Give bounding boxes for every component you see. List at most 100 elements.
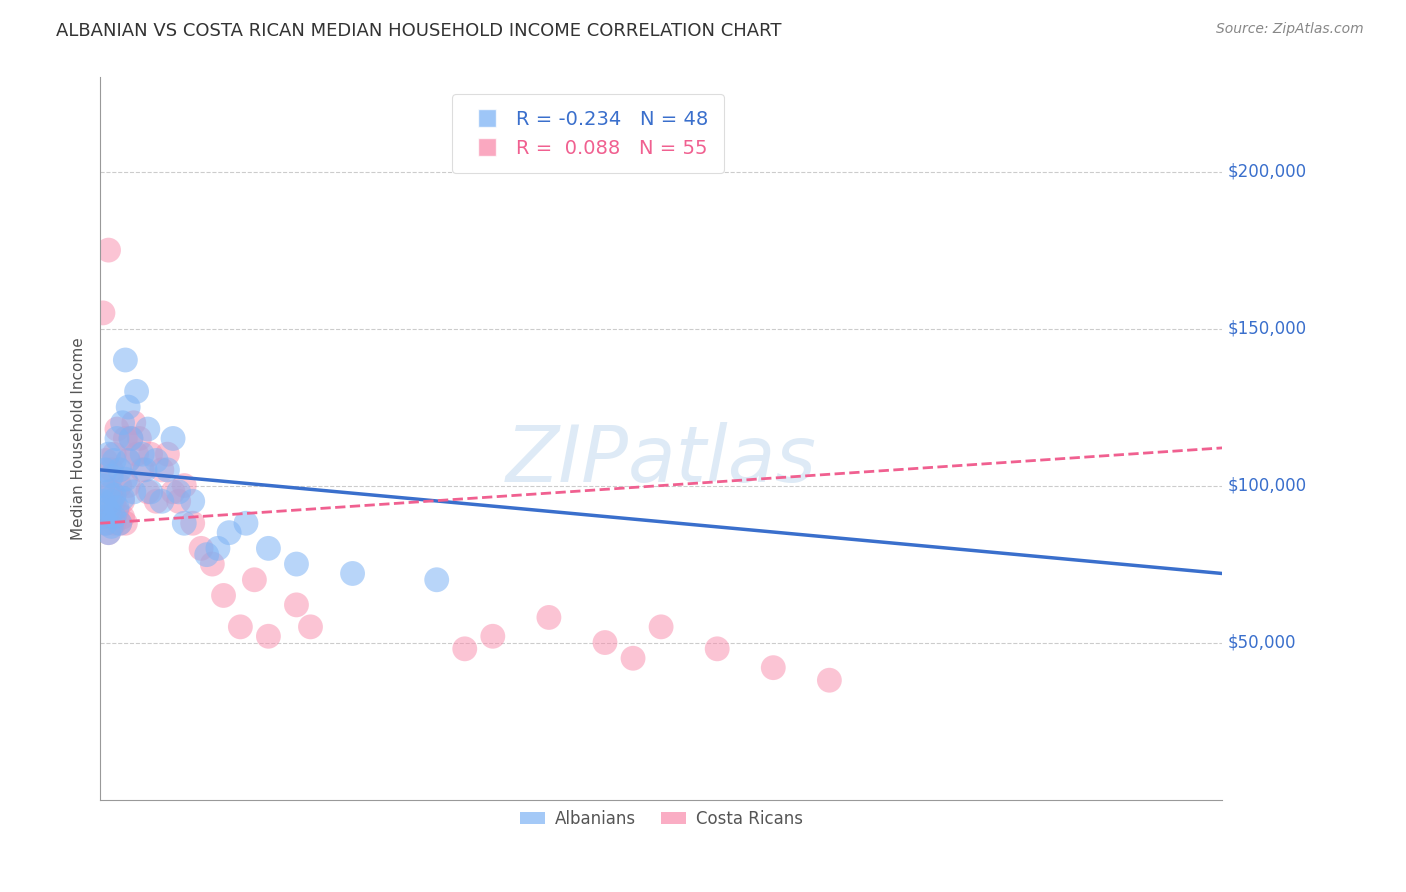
Point [201,557,224,571]
Point [94,453,117,467]
Point [207,541,229,556]
Point [173,478,195,492]
Y-axis label: Median Household Income: Median Household Income [72,337,86,540]
Point [167,484,190,499]
Point [125,447,148,461]
Text: Source: ZipAtlas.com: Source: ZipAtlas.com [1216,22,1364,37]
Point [94,478,117,492]
Point [103,516,125,531]
Point [103,488,125,502]
Point [120,432,142,446]
Point [125,384,148,399]
Point [156,447,179,461]
Point [145,453,167,467]
Point [139,447,162,461]
Point [114,432,136,446]
Point [108,463,131,477]
Point [111,491,134,505]
Point [105,504,128,518]
Point [190,541,212,556]
Point [482,629,505,643]
Point [108,516,131,531]
Point [94,463,117,477]
Point [91,510,114,524]
Point [97,504,120,518]
Point [181,494,204,508]
Point [593,635,616,649]
Point [100,469,122,483]
Text: $200,000: $200,000 [1227,162,1306,180]
Point [114,353,136,368]
Point [426,573,449,587]
Point [243,573,266,587]
Point [537,610,560,624]
Point [131,447,153,461]
Point [299,620,322,634]
Point [91,510,114,524]
Point [94,500,117,515]
Point [145,494,167,508]
Point [97,504,120,518]
Point [150,494,173,508]
Text: $100,000: $100,000 [1227,476,1306,494]
Text: $50,000: $50,000 [1227,633,1296,651]
Point [100,519,122,533]
Text: ALBANIAN VS COSTA RICAN MEDIAN HOUSEHOLD INCOME CORRELATION CHART: ALBANIAN VS COSTA RICAN MEDIAN HOUSEHOLD… [56,22,782,40]
Point [97,243,120,257]
Point [650,620,672,634]
Point [150,463,173,477]
Point [94,516,117,531]
Point [94,516,117,531]
Point [136,484,159,499]
Point [167,494,190,508]
Point [285,557,308,571]
Point [100,494,122,508]
Point [136,422,159,436]
Point [97,525,120,540]
Point [97,447,120,461]
Point [120,432,142,446]
Point [235,516,257,531]
Point [105,500,128,515]
Point [257,629,280,643]
Point [706,641,728,656]
Point [91,306,114,320]
Point [762,661,785,675]
Point [212,589,235,603]
Point [257,541,280,556]
Point [100,510,122,524]
Point [111,416,134,430]
Point [105,432,128,446]
Point [105,422,128,436]
Point [91,494,114,508]
Legend: Albanians, Costa Ricans: Albanians, Costa Ricans [513,803,810,835]
Point [454,641,477,656]
Point [103,447,125,461]
Point [229,620,252,634]
Point [181,516,204,531]
Point [103,510,125,524]
Point [342,566,364,581]
Point [285,598,308,612]
Point [103,494,125,508]
Point [103,453,125,467]
Point [156,463,179,477]
Point [117,453,139,467]
Text: $150,000: $150,000 [1227,319,1306,337]
Point [122,484,145,499]
Point [173,516,195,531]
Point [91,478,114,492]
Point [97,484,120,499]
Point [111,494,134,508]
Point [162,484,184,499]
Text: ZIPatlas: ZIPatlas [506,422,817,498]
Point [131,463,153,477]
Point [108,478,131,492]
Point [621,651,644,665]
Point [117,453,139,467]
Point [117,478,139,492]
Point [128,432,150,446]
Point [122,416,145,430]
Point [195,548,218,562]
Point [162,432,184,446]
